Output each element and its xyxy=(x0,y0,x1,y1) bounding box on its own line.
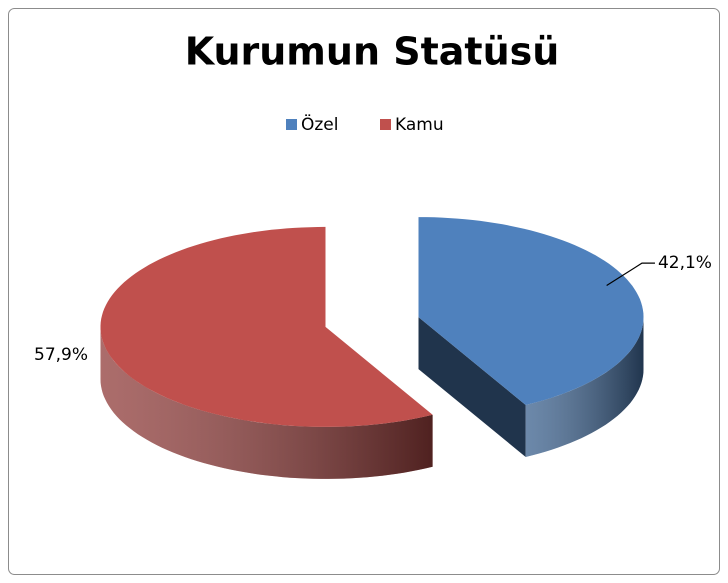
legend-label: Kamu xyxy=(395,115,444,135)
legend-swatch xyxy=(380,119,391,130)
legend-swatch xyxy=(286,119,297,130)
legend: Özel Kamu xyxy=(286,113,444,135)
slice-side-shade xyxy=(100,326,433,479)
leader-line xyxy=(606,262,655,287)
slice xyxy=(100,226,433,427)
data-label: 42,1% xyxy=(658,253,712,273)
slice-side-shade xyxy=(525,317,644,457)
pie: 42,1% 57,9% xyxy=(34,217,712,479)
slice-wall xyxy=(418,317,526,457)
slice xyxy=(418,217,644,405)
data-label: 57,9% xyxy=(34,345,88,365)
legend-label: Özel xyxy=(301,113,339,135)
chart-title: Kurumun Statüsü xyxy=(185,30,560,74)
